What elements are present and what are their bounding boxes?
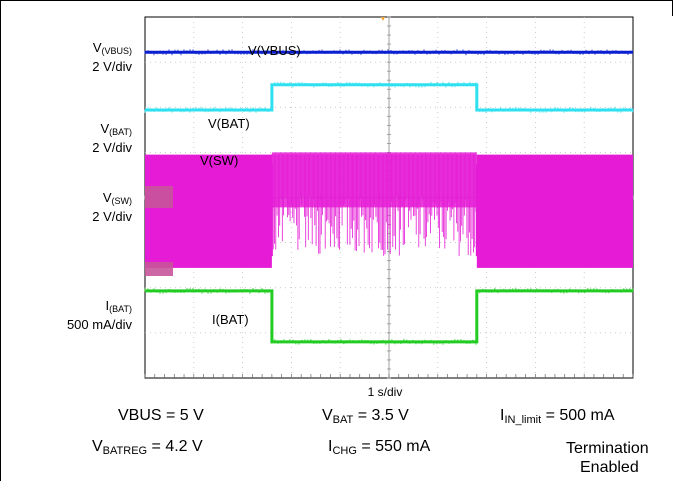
channel-label-ibat: I(BAT) 500 mA/div [40,298,132,333]
channel-label-vbus-symbol: V [92,40,102,55]
trace-vvbus-noise [144,49,632,56]
channel-label-vbat: V(BAT) 2 V/div [40,121,132,156]
channel-label-vbat-scale: 2 V/div [92,140,132,155]
condition-vbatreg-symbol: V [92,438,103,455]
channel-label-ibat-scale: 500 mA/div [66,317,132,332]
channel-label-vsw-symbol: V [102,190,112,205]
channel-label-vsw-scale: 2 V/div [92,209,132,224]
condition-vbat-subscript: BAT [332,414,354,426]
condition-termination-line2: Enabled [580,459,639,476]
channel-label-vsw: V(SW) 2 V/div [40,190,132,225]
page-border-top [0,0,673,1]
channel-label-vbus-scale: 2 V/div [92,59,132,74]
channel-label-vbat-symbol: V [100,121,110,136]
condition-iin-subscript: IN_limit [504,414,542,426]
trigger-marker [381,17,385,21]
trace-vbat-noise [144,81,634,113]
trace-ibat-noise [144,287,634,345]
condition-vbus: VBUS = 5 V [118,407,204,424]
channel-label-vbus-subscript: (VBUS) [101,46,132,56]
condition-ichg-subscript: CHG [332,445,357,457]
channel-label-ibat-subscript: (BAT) [109,304,132,314]
channel-label-vbat-subscript: (BAT) [109,127,132,137]
condition-vbat: VBAT = 3.5 V [322,406,409,430]
condition-vbatreg-subscript: BATREG [102,445,148,457]
trace-label-vbat: V(BAT) [208,116,250,131]
trace-label-ibat: I(BAT) [212,312,249,327]
condition-iin-value: = 500 mA [541,407,615,424]
condition-vbatreg-value: = 4.2 V [147,438,203,455]
condition-ichg-value: = 550 mA [356,438,431,455]
condition-vbat-symbol: V [322,407,333,424]
page-border-left [0,0,1,481]
condition-vbatreg: VBATREG = 4.2 V [92,437,203,461]
condition-ichg: ICHG = 550 mA [328,437,430,461]
trace-vsw-band [145,154,272,268]
channel-label-ibat-symbol: I [105,298,110,313]
vsw-ch-marker-upper [145,186,173,208]
trace-label-vsw: V(SW) [200,153,239,168]
trace-vsw-spikes [270,152,478,257]
condition-iin-symbol: I [500,407,505,424]
channel-label-vbus: V(VBUS) 2 V/div [40,40,132,75]
condition-ichg-symbol: I [328,438,333,455]
timebase-label: 1 s/div [367,385,403,399]
trace-label-vbus: V(VBUS) [248,43,301,58]
trace-vsw-band [476,154,633,268]
vsw-ch-marker-lower [145,262,173,276]
condition-termination-line1: Termination [566,440,649,457]
waveform-traces [144,49,634,345]
condition-iin-limit: IIN_limit = 500 mA [500,406,615,430]
channel-label-vsw-subscript: (SW) [111,196,133,206]
condition-vbat-value: = 3.5 V [353,407,409,424]
